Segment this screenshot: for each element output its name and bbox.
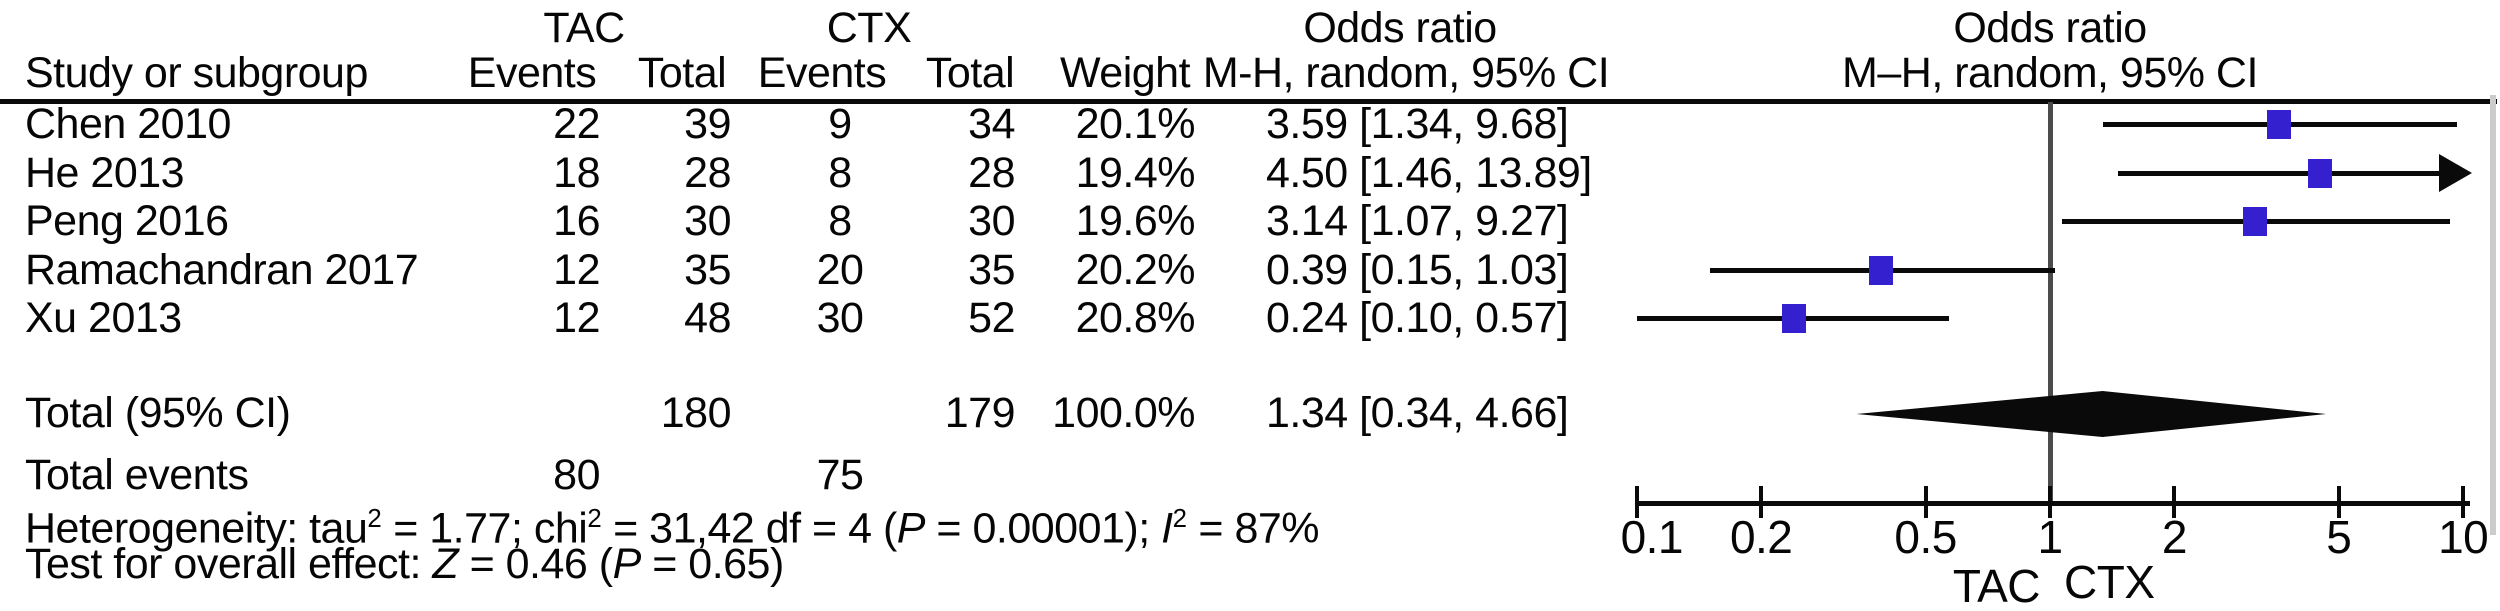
overall-effect-stats: Test for overall effect: Z = 0.46 (P = 0… — [25, 540, 784, 588]
ctx-events-value: 9 — [828, 100, 852, 148]
axis-tick-label: 2 — [2161, 511, 2188, 563]
group-header-ctx: CTX — [826, 4, 912, 52]
or-marker — [2243, 207, 2268, 236]
tac-events-value: 18 — [553, 149, 600, 197]
or-marker — [2267, 110, 2292, 139]
ctx-events-value: 30 — [816, 294, 864, 342]
or-ci-text: 0.24 [0.10, 0.57] — [1266, 294, 1569, 342]
weight-value: 19.6% — [1075, 197, 1196, 245]
table-row: Peng 2016 16 30 8 30 19.6% 3.14 [1.07, 9… — [0, 195, 2500, 247]
heterogeneity-stats: Heterogeneity: tau2 = 1.77; chi2 = 31,42… — [25, 504, 1320, 553]
or-ci-text: 3.14 [1.07, 9.27] — [1266, 197, 1569, 245]
or-column-subtitle-right: M–H, random, 95% CI — [1842, 49, 2258, 97]
tac-events-value: 22 — [553, 100, 600, 148]
total-label: Total (95% CI) — [25, 389, 291, 437]
ctx-total-value: 30 — [968, 197, 1015, 245]
tac-events-value: 12 — [553, 294, 600, 342]
ctx-events-value: 20 — [816, 246, 864, 294]
ctx-events-value: 8 — [828, 197, 852, 245]
total-events-label: Total events — [25, 451, 249, 499]
col-header-tac-total: Total — [637, 49, 727, 97]
favours-right-label: CTX — [2064, 556, 2155, 608]
tac-total-sum: 180 — [660, 389, 732, 437]
study-name: Xu 2013 — [25, 294, 182, 342]
or-column-subtitle-left: M-H, random, 95% CI — [1202, 49, 1610, 97]
axis-tick — [2172, 486, 2177, 518]
null-effect-line — [2048, 102, 2053, 504]
or-ci-total-text: 1.34 [0.34, 4.66] — [1266, 389, 1569, 437]
tac-total-value: 48 — [684, 294, 731, 342]
study-name: He 2013 — [25, 149, 185, 197]
axis-tick-label: 10 — [2438, 511, 2489, 563]
or-ci-text: 3.59 [1.34, 9.68] — [1266, 100, 1569, 148]
weight-value: 20.2% — [1075, 246, 1196, 294]
weight-value: 20.1% — [1075, 100, 1196, 148]
study-name: Chen 2010 — [25, 100, 231, 148]
tac-total-value: 39 — [684, 100, 731, 148]
header-divider — [0, 99, 2497, 104]
col-header-tac-events: Events — [467, 49, 597, 97]
tac-total-value: 30 — [684, 197, 731, 245]
axis-tick — [2461, 486, 2466, 518]
favours-left-label: TAC — [1952, 560, 2041, 611]
ctx-total-value: 52 — [968, 294, 1015, 342]
axis-tick — [1923, 486, 1928, 518]
ctx-events-sum: 75 — [816, 451, 864, 499]
total-row: Total (95% CI) 180 179 100.0% 1.34 [0.34… — [0, 387, 2500, 439]
axis-tick-label: 1 — [2037, 511, 2063, 563]
ctx-total-value: 28 — [968, 149, 1015, 197]
axis-tick — [2336, 486, 2341, 518]
study-name: Ramachandran 2017 — [25, 246, 419, 294]
axis-tick-label: 0.1 — [1620, 511, 1684, 563]
or-ci-text: 4.50 [1.46, 13.89] — [1266, 149, 1592, 197]
weight-total: 100.0% — [1052, 389, 1195, 437]
table-row: Ramachandran 2017 12 35 20 35 20.2% 0.39… — [0, 244, 2500, 296]
or-marker — [2307, 159, 2332, 188]
col-header-ctx-events: Events — [757, 49, 887, 97]
figure-edge-border — [2490, 95, 2496, 535]
or-ci-text: 0.39 [0.15, 1.03] — [1266, 246, 1569, 294]
weight-value: 19.4% — [1075, 149, 1196, 197]
ctx-total-value: 35 — [968, 246, 1015, 294]
table-row: He 2013 18 28 8 28 19.4% 4.50 [1.46, 13.… — [0, 147, 2500, 199]
tac-events-value: 16 — [553, 197, 600, 245]
axis-tick — [1634, 486, 1639, 518]
axis-tick-label: 0.2 — [1729, 511, 1793, 563]
axis-tick-label: 5 — [2326, 511, 2352, 563]
table-row: Chen 2010 22 39 9 34 20.1% 3.59 [1.34, 9… — [0, 98, 2500, 150]
weight-value: 20.8% — [1075, 294, 1196, 342]
col-header-ctx-total: Total — [925, 49, 1015, 97]
tac-events-value: 12 — [553, 246, 600, 294]
x-axis-line — [1634, 501, 2471, 506]
axis-tick-label: 0.5 — [1894, 511, 1957, 563]
axis-tick — [1759, 486, 1764, 518]
group-header-tac: TAC — [543, 4, 625, 52]
ctx-total-sum: 179 — [944, 389, 1016, 437]
ctx-events-value: 8 — [828, 149, 852, 197]
tac-total-value: 35 — [684, 246, 731, 294]
study-name: Peng 2016 — [25, 197, 229, 245]
ci-line — [2117, 171, 2444, 176]
col-header-study: Study or subgroup — [25, 49, 368, 97]
total-events-row: Total events 80 75 — [0, 449, 2500, 501]
col-header-weight: Weight — [1059, 49, 1191, 97]
axis-tick — [2048, 486, 2052, 518]
tac-total-value: 28 — [684, 149, 731, 197]
or-column-title-right: Odds ratio — [1953, 4, 2147, 52]
or-marker — [1781, 304, 1806, 333]
table-row: Xu 2013 12 48 30 52 20.8% 0.24 [0.10, 0.… — [0, 292, 2500, 344]
tac-events-sum: 80 — [553, 451, 600, 499]
or-marker — [1869, 256, 1894, 285]
ctx-total-value: 34 — [968, 100, 1015, 148]
summary-diamond — [1856, 391, 2327, 437]
or-column-title-left: Odds ratio — [1303, 4, 1497, 52]
ci-arrow — [2439, 154, 2473, 192]
